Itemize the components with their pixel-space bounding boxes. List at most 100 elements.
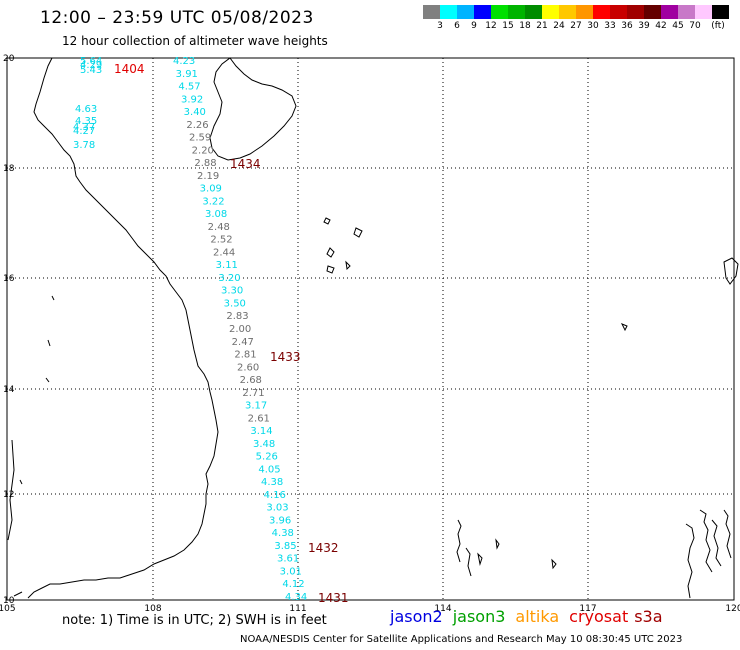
wave-height-label: 3.08 bbox=[205, 209, 227, 220]
legend-swatch bbox=[712, 5, 729, 19]
chart-subtitle: 12 hour collection of altimeter wave hei… bbox=[62, 34, 328, 48]
legend-label: 39 bbox=[638, 21, 650, 31]
coastline-island bbox=[13, 591, 23, 597]
coastline-island bbox=[495, 538, 500, 550]
legend-label: 18 bbox=[519, 21, 531, 31]
satellite-jason2: jason2 bbox=[390, 607, 443, 626]
coastline-island bbox=[456, 519, 462, 563]
wave-height-label: 3.85 bbox=[274, 541, 296, 552]
x-tick-label: 117 bbox=[579, 604, 596, 614]
wave-height-label: 2.20 bbox=[192, 145, 214, 156]
wave-height-label: 4.38 bbox=[261, 477, 283, 488]
coastline-island bbox=[345, 260, 351, 271]
coastline-island bbox=[477, 552, 483, 566]
wave-height-label: 2.44 bbox=[213, 247, 235, 258]
coastline-island bbox=[353, 227, 363, 238]
satellite-altika: altika bbox=[515, 607, 560, 626]
wave-height-label: 3.22 bbox=[202, 196, 224, 207]
wave-height-label: 2.59 bbox=[189, 133, 211, 144]
wave-height-label: 5.64 bbox=[80, 56, 102, 67]
wave-height-label: 3.20 bbox=[218, 273, 240, 284]
wave-height-label: 5.26 bbox=[256, 452, 278, 463]
legend-swatch bbox=[457, 5, 474, 19]
wave-height-label: 2.83 bbox=[226, 311, 248, 322]
pass-time-label: 1433 bbox=[270, 350, 301, 364]
coastline-island bbox=[326, 265, 335, 274]
legend-swatch bbox=[508, 5, 525, 19]
y-tick-label: 18 bbox=[3, 164, 15, 174]
wave-height-label: 2.88 bbox=[194, 158, 216, 169]
legend-label: 70 bbox=[689, 21, 701, 31]
x-tick-label: 120 bbox=[725, 604, 740, 614]
satellite-jason3: jason3 bbox=[452, 607, 506, 626]
wave-height-label: 3.30 bbox=[221, 286, 243, 297]
wave-height-label: 3.50 bbox=[224, 298, 246, 309]
wave-height-label: 3.61 bbox=[277, 554, 299, 565]
legend-swatch bbox=[542, 5, 559, 19]
coastline bbox=[6, 57, 739, 600]
legend-label: 36 bbox=[621, 21, 633, 31]
legend-label: 9 bbox=[471, 21, 477, 31]
x-tick-label: 105 bbox=[0, 604, 16, 614]
coastline-island bbox=[711, 519, 722, 567]
legend-swatch bbox=[661, 5, 678, 19]
y-tick-label: 20 bbox=[3, 54, 15, 64]
wave-height-label: 4.37 bbox=[73, 122, 95, 133]
satellite-cryosat: cryosat bbox=[569, 607, 629, 626]
wave-height-label: 4.38 bbox=[272, 528, 294, 539]
wave-height-label: 4.16 bbox=[264, 490, 286, 501]
wave-height-label: 2.48 bbox=[208, 222, 230, 233]
legend-label: 30 bbox=[587, 21, 599, 31]
legend-label: 24 bbox=[553, 21, 565, 31]
footer-credit: NOAA/NESDIS Center for Satellite Applica… bbox=[240, 634, 683, 645]
wave-height-label: 3.17 bbox=[245, 401, 267, 412]
legend-swatch bbox=[644, 5, 661, 19]
legend-swatch bbox=[610, 5, 627, 19]
x-tick-label: 108 bbox=[144, 604, 161, 614]
wave-height-label: 2.52 bbox=[210, 235, 232, 246]
legend-label: 33 bbox=[604, 21, 616, 31]
wave-height-label: 4.57 bbox=[178, 82, 200, 93]
coastline-island bbox=[685, 523, 695, 599]
wave-height-label: 4.29 bbox=[80, 60, 102, 71]
pass-time-label: 1404 bbox=[114, 62, 145, 76]
legend-swatch bbox=[474, 5, 491, 19]
wave-height-label: 3.40 bbox=[184, 107, 206, 118]
legend-swatch bbox=[695, 5, 712, 19]
coastline-island bbox=[620, 323, 628, 332]
wave-height-label: 2.19 bbox=[197, 171, 219, 182]
legend-label: 45 bbox=[672, 21, 684, 31]
color-legend bbox=[423, 5, 729, 19]
wave-height-label: 2.71 bbox=[242, 388, 264, 399]
legend-swatch bbox=[627, 5, 644, 19]
coastline-island bbox=[47, 339, 51, 347]
wave-height-label: 3.92 bbox=[181, 94, 203, 105]
wave-height-label: 3.03 bbox=[266, 503, 288, 514]
x-tick-label: 111 bbox=[289, 604, 306, 614]
wave-height-label: 4.35 bbox=[75, 116, 97, 127]
wave-height-label: 4.23 bbox=[173, 56, 195, 67]
legend-label: 6 bbox=[454, 21, 460, 31]
coastline-island bbox=[51, 295, 55, 301]
pass-time-label: 1431 bbox=[318, 591, 349, 605]
wave-height-label: 4.12 bbox=[282, 579, 304, 590]
pass-times: 1404 1434 1433 1432 1431 bbox=[114, 62, 349, 605]
pass-time-label: 1432 bbox=[308, 541, 339, 555]
wave-height-label: 4.05 bbox=[258, 464, 280, 475]
legend-swatch bbox=[423, 5, 440, 19]
wave-height-label: 2.60 bbox=[237, 362, 259, 373]
wave-height-label: 2.61 bbox=[248, 413, 270, 424]
legend-swatch bbox=[593, 5, 610, 19]
wave-height-label: 3.09 bbox=[200, 184, 222, 195]
observations: 5.644.295.43 4.634.354.374.27 3.78 4.23 3.91… bbox=[73, 56, 307, 603]
legend-swatch bbox=[440, 5, 457, 19]
coastline-island bbox=[723, 509, 732, 559]
wave-height-label: 2.47 bbox=[232, 337, 254, 348]
wave-height-label: 3.11 bbox=[216, 260, 238, 271]
y-tick-label: 12 bbox=[3, 490, 14, 500]
wave-height-label: 3.48 bbox=[253, 439, 275, 450]
legend-swatch bbox=[491, 5, 508, 19]
coastline-island bbox=[45, 377, 50, 383]
